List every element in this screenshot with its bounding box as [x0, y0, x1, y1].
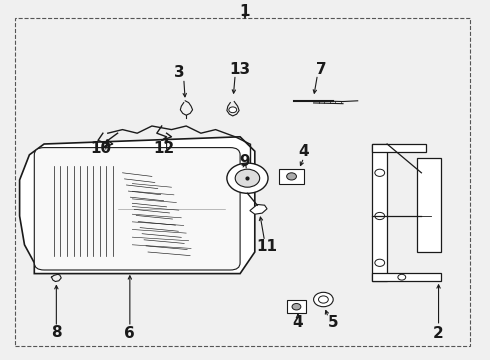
Bar [372, 273, 441, 281]
Circle shape [375, 212, 385, 220]
Bar [279, 169, 304, 184]
Text: 12: 12 [153, 141, 175, 156]
Circle shape [419, 211, 433, 221]
Bar [372, 144, 387, 281]
Text: 13: 13 [229, 62, 251, 77]
Bar [287, 300, 306, 313]
Bar [416, 158, 441, 252]
Text: 7: 7 [316, 62, 326, 77]
Text: 11: 11 [257, 239, 277, 254]
Circle shape [292, 303, 301, 310]
Circle shape [287, 173, 296, 180]
Circle shape [227, 163, 268, 193]
Text: 1: 1 [240, 4, 250, 19]
Bar [372, 144, 426, 152]
Text: 10: 10 [90, 141, 111, 156]
Text: 6: 6 [124, 325, 135, 341]
Polygon shape [250, 204, 267, 214]
Circle shape [318, 296, 328, 303]
Text: 8: 8 [51, 325, 62, 340]
Text: 2: 2 [433, 325, 444, 341]
FancyBboxPatch shape [34, 148, 240, 270]
Text: 4: 4 [298, 144, 309, 159]
Text: 4: 4 [293, 315, 303, 330]
Circle shape [375, 169, 385, 176]
Polygon shape [20, 137, 255, 274]
Text: 3: 3 [173, 65, 184, 80]
Circle shape [398, 274, 406, 280]
Text: 5: 5 [328, 315, 339, 330]
Circle shape [235, 169, 260, 187]
Circle shape [375, 259, 385, 266]
Circle shape [229, 107, 237, 113]
Circle shape [314, 292, 333, 307]
Text: 9: 9 [240, 154, 250, 169]
